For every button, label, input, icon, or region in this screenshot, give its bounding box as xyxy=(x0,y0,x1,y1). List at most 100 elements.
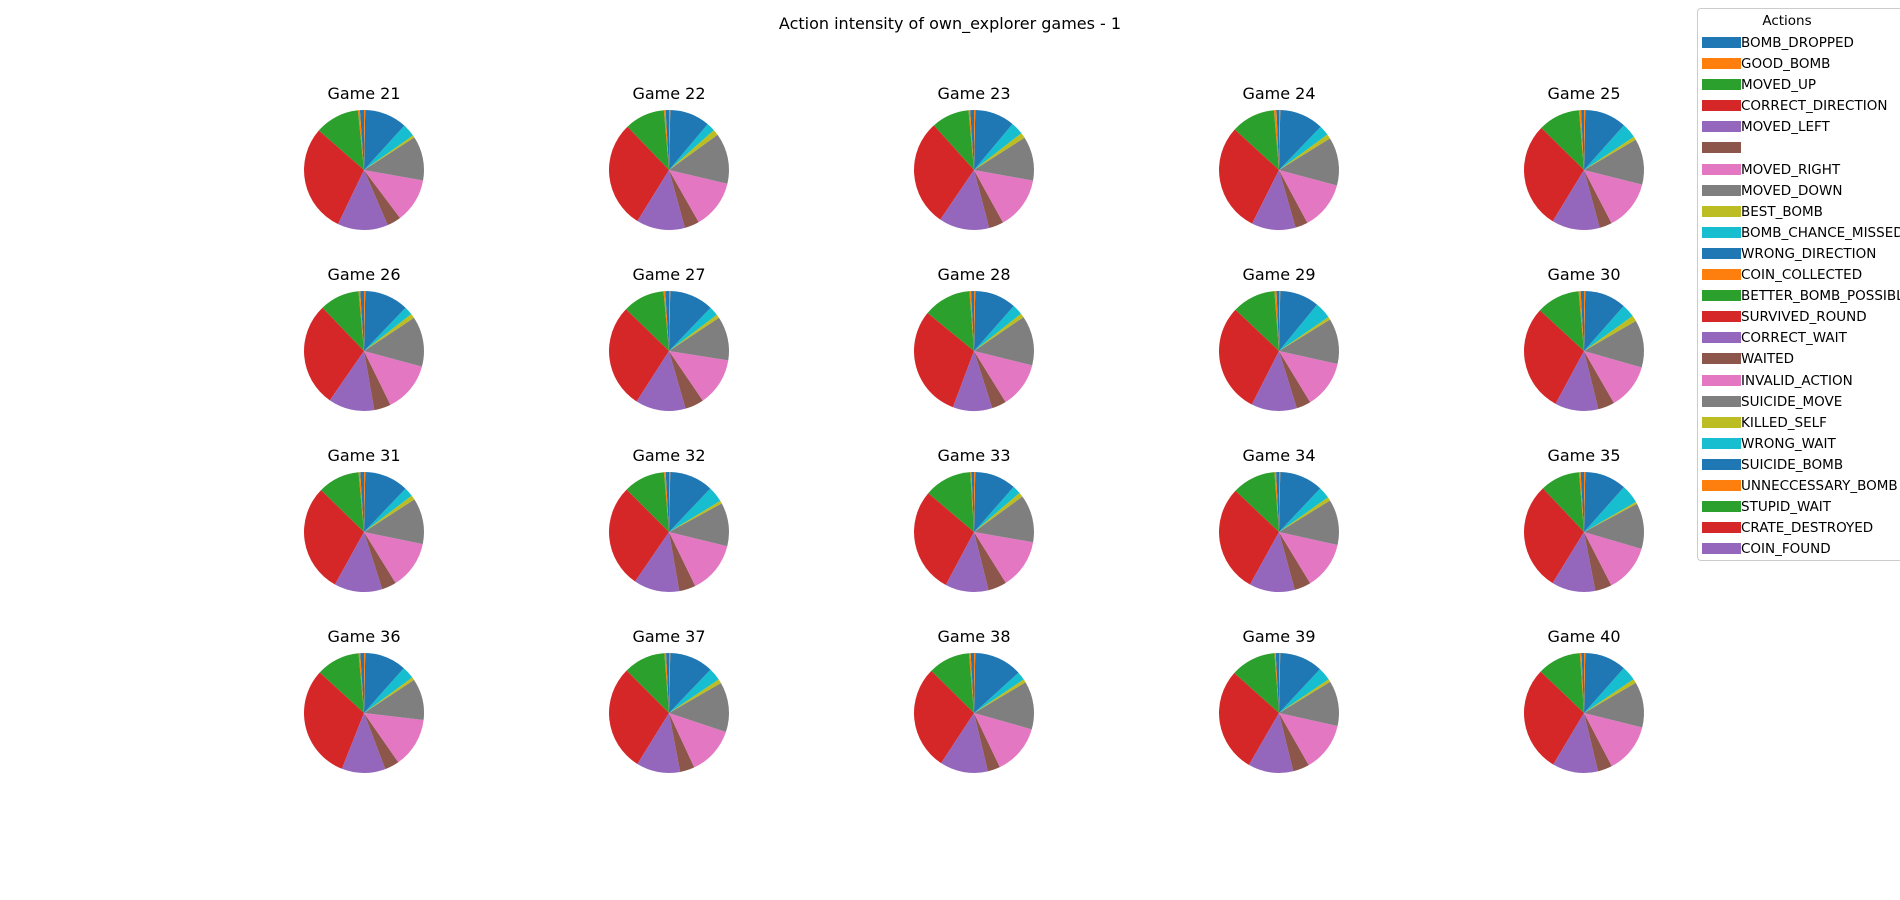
pie-slice-moved-right xyxy=(1584,170,1643,224)
legend-item: SURVIVED_ROUND xyxy=(1698,308,1900,329)
pie-chart-8: Game 28 xyxy=(889,265,1059,445)
pie-slice-correct-direction xyxy=(913,493,974,585)
pie-slice-correct-direction xyxy=(1523,671,1584,765)
pie-graphic xyxy=(1219,290,1340,411)
legend-label: STUPID_WAIT xyxy=(1741,499,1832,516)
legend-item: MOVED_RIGHT xyxy=(1698,161,1900,182)
pie-slice-bomb-dropped xyxy=(665,471,669,532)
pie-slice-best-bomb xyxy=(1584,136,1636,170)
legend-item xyxy=(1698,139,1900,160)
pie-slice-bomb-chance-missed xyxy=(1279,304,1329,351)
pie-slice-coin-collected xyxy=(974,290,976,351)
pie-title: Game 28 xyxy=(937,265,1011,284)
pie-title: Game 24 xyxy=(1242,84,1316,103)
pie-slice-bomb-dropped xyxy=(970,653,974,713)
legend: Actions BOMB_DROPPED GOOD_BOMB MOVED_UP COR… xyxy=(1697,8,1900,561)
pie-slice-moved-right xyxy=(364,713,424,763)
pie-slice-best-bomb xyxy=(1279,497,1331,532)
figure-title: Action intensity of own_explorer games -… xyxy=(778,14,1122,33)
pie-title: Game 33 xyxy=(937,446,1011,465)
legend-swatch xyxy=(1702,416,1741,428)
pie-slice-moved-up xyxy=(626,472,669,532)
pie-chart-7: Game 27 xyxy=(584,265,754,445)
pie-graphic xyxy=(913,109,1035,231)
pie-slice-coin-collected xyxy=(1584,109,1586,170)
legend-item: SUICIDE_BOMB xyxy=(1698,456,1900,477)
pie-slice-bomb-chance-missed xyxy=(1279,126,1328,170)
pie-slice-correct-direction xyxy=(1219,309,1279,405)
pie-title: Game 23 xyxy=(937,84,1011,103)
pie-slice-wrong-direction xyxy=(1279,472,1321,532)
pie-slice-good-bomb xyxy=(1273,110,1279,170)
legend-label: GOOD_BOMB xyxy=(1741,56,1831,73)
pie-slice-coin-collected xyxy=(1279,471,1281,532)
pie-slice-moved-down xyxy=(974,137,1035,181)
pie-slice-bomb-chance-missed xyxy=(364,668,413,713)
pie-slice-moved-right xyxy=(1584,532,1642,586)
pie-slice-moved-left xyxy=(636,351,686,412)
pie-slice-moved-up xyxy=(1234,110,1279,170)
legend-item: KILLED_SELF xyxy=(1698,414,1900,435)
pie-slice-moved-up xyxy=(1235,472,1279,532)
pie-slice-bomb-dropped xyxy=(359,110,364,170)
pie-slice-moved-down xyxy=(1584,139,1645,185)
pie-slice-good-bomb xyxy=(970,472,974,532)
pie-slice-moved-up xyxy=(319,653,364,713)
pie-slice-correct-direction xyxy=(1219,129,1279,224)
pie-slice-moved-up xyxy=(1541,110,1584,170)
pie-slice-good-bomb xyxy=(358,291,364,351)
legend-item: INVALID_ACTION xyxy=(1698,372,1900,393)
pie-title: Game 34 xyxy=(1242,446,1316,465)
pie-slice-good-bomb xyxy=(1578,291,1584,351)
pie-slice-good-bomb xyxy=(358,472,364,532)
pie-slice-moved-right xyxy=(364,351,422,405)
pie-slice-good-bomb xyxy=(357,110,364,170)
pie-slice-moved-right xyxy=(1584,351,1642,404)
legend-item: COIN_COLLECTED xyxy=(1698,266,1900,287)
pie-slice-bomb-chance-missed xyxy=(364,125,413,170)
legend-swatch xyxy=(1702,311,1741,323)
pie-slice-best-bomb xyxy=(364,495,415,532)
pie-title: Game 25 xyxy=(1547,84,1621,103)
pie-slice-bomb-dropped xyxy=(970,109,974,170)
pie-slice-moved-left xyxy=(952,351,993,411)
pie-slice-bomb-chance-missed xyxy=(669,124,714,170)
pie-slice-bomb-chance-missed xyxy=(364,488,412,532)
pie-slice-moved-down xyxy=(1584,682,1645,728)
pie-graphic xyxy=(913,652,1034,773)
pie-graphic xyxy=(1524,109,1645,230)
legend-item: WAITED xyxy=(1698,350,1900,371)
pie-slice-moved-up xyxy=(933,110,974,170)
pie-slice-good-bomb xyxy=(969,291,974,351)
pie-slice-wrong-direction xyxy=(1279,653,1320,713)
pie-slice-wrong-direction xyxy=(364,291,406,351)
pie-slice-good-bomb xyxy=(1578,110,1584,170)
pie-slice-best-bomb xyxy=(669,130,718,170)
legend-label: CORRECT_DIRECTION xyxy=(1741,98,1888,115)
pie-slice-coin-collected xyxy=(1279,290,1281,351)
pie-slice-correct-direction xyxy=(913,125,974,220)
pie-slice-best-bomb xyxy=(669,679,721,713)
pie-slice-moved-left xyxy=(1552,170,1600,230)
pie-slice-correct-direction xyxy=(304,307,364,401)
pie-slice-best-bomb xyxy=(1584,315,1636,351)
pie-graphic xyxy=(608,109,729,231)
legend-label: CORRECT_WAIT xyxy=(1741,330,1847,347)
pie-graphic xyxy=(608,290,730,412)
pie-slice-best-bomb xyxy=(364,314,414,351)
pie-slice-wrong-direction xyxy=(364,653,404,713)
pie-slice-moved-right xyxy=(669,351,729,401)
pie-slice-coin-collected xyxy=(1584,290,1586,351)
pie-slice-coin-collected xyxy=(669,652,671,713)
legend-label: WRONG_DIRECTION xyxy=(1741,245,1877,262)
pie-slice-unlabeled xyxy=(669,532,696,592)
pie-slice-good-bomb xyxy=(1579,653,1584,713)
pie-slice-correct-direction xyxy=(913,670,974,764)
legend-item: BETTER_BOMB_POSSIBLE xyxy=(1698,287,1900,308)
legend-swatch xyxy=(1702,37,1741,48)
pie-chart-5: Game 25 xyxy=(1499,84,1669,264)
pie-slice-correct-direction xyxy=(1218,673,1279,765)
pie-slice-coin-collected xyxy=(364,471,366,532)
pie-slice-bomb-dropped xyxy=(1581,109,1584,170)
